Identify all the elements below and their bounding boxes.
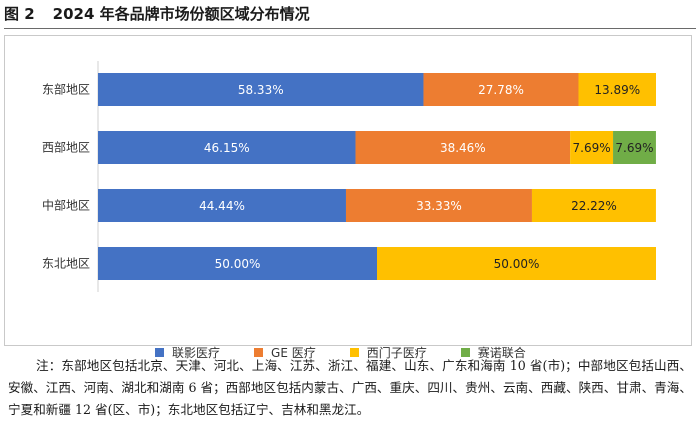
legend-swatch — [155, 347, 164, 357]
data-label: 58.33% — [238, 83, 284, 97]
legend-label: 联影医疗 — [172, 345, 221, 360]
bar-segment — [98, 131, 356, 164]
bar-segment — [570, 131, 614, 164]
data-label: 7.69% — [615, 141, 653, 155]
legend-item: 赛诺联合 — [460, 344, 526, 361]
data-label: 22.22% — [571, 199, 617, 213]
data-label: 27.78% — [478, 83, 524, 97]
figure-note: 注：东部地区包括北京、天津、河北、上海、江苏、浙江、福建、山东、广东和海南 10… — [8, 358, 692, 417]
legend-label: 赛诺联合 — [477, 345, 526, 360]
legend-item: GE 医疗 — [254, 344, 316, 361]
data-label: 38.46% — [440, 141, 486, 155]
chart-frame: 东部地区 58.33% 27.78% 13.89% 西部地区 46.15% 38.46% 7.… — [4, 35, 692, 360]
data-label: 7.69% — [573, 141, 611, 155]
stacked-bar-chart: 东部地区 58.33% 27.78% 13.89% 西部地区 46.15% 38.46% 7.… — [42, 61, 656, 292]
bar-segment — [98, 189, 346, 222]
bar-segment — [345, 189, 532, 222]
category-label: 中部地区 — [42, 198, 90, 213]
bar-segment — [531, 189, 656, 222]
data-label: 44.44% — [199, 199, 245, 213]
data-label: 33.33% — [416, 199, 462, 213]
legend-label: 西门子医疗 — [366, 345, 427, 360]
bar-segment — [355, 131, 571, 164]
bar-segment — [98, 247, 377, 280]
legend-item: 西门子医疗 — [349, 344, 427, 361]
legend-swatch — [349, 347, 359, 357]
bar-segment — [98, 73, 424, 106]
category-label: 东北地区 — [42, 257, 90, 271]
legend-label: GE 医疗 — [271, 345, 316, 360]
figure-number: 图 2 — [4, 5, 35, 23]
legend-swatch — [254, 347, 264, 357]
bar-segment — [423, 73, 579, 106]
category-label: 西部地区 — [42, 140, 90, 155]
figure-title-text: 2024 年各品牌市场份额区域分布情况 — [52, 5, 310, 23]
bar-segment — [613, 131, 656, 164]
figure-title: 图 2 2024 年各品牌市场份额区域分布情况 — [4, 2, 310, 26]
bar-segment — [377, 247, 656, 280]
data-label: 50.00% — [494, 257, 540, 271]
data-label: 46.15% — [204, 141, 250, 155]
category-label: 东部地区 — [42, 82, 90, 97]
legend-item: 联影医疗 — [155, 344, 220, 361]
chart-legend: 联影医疗 GE 医疗 西门子医疗 赛诺联合 — [155, 341, 526, 363]
bar-segment — [578, 73, 656, 106]
title-divider — [4, 28, 696, 29]
data-label: 50.00% — [215, 257, 261, 271]
legend-swatch — [460, 347, 470, 357]
data-label: 13.89% — [594, 83, 640, 97]
